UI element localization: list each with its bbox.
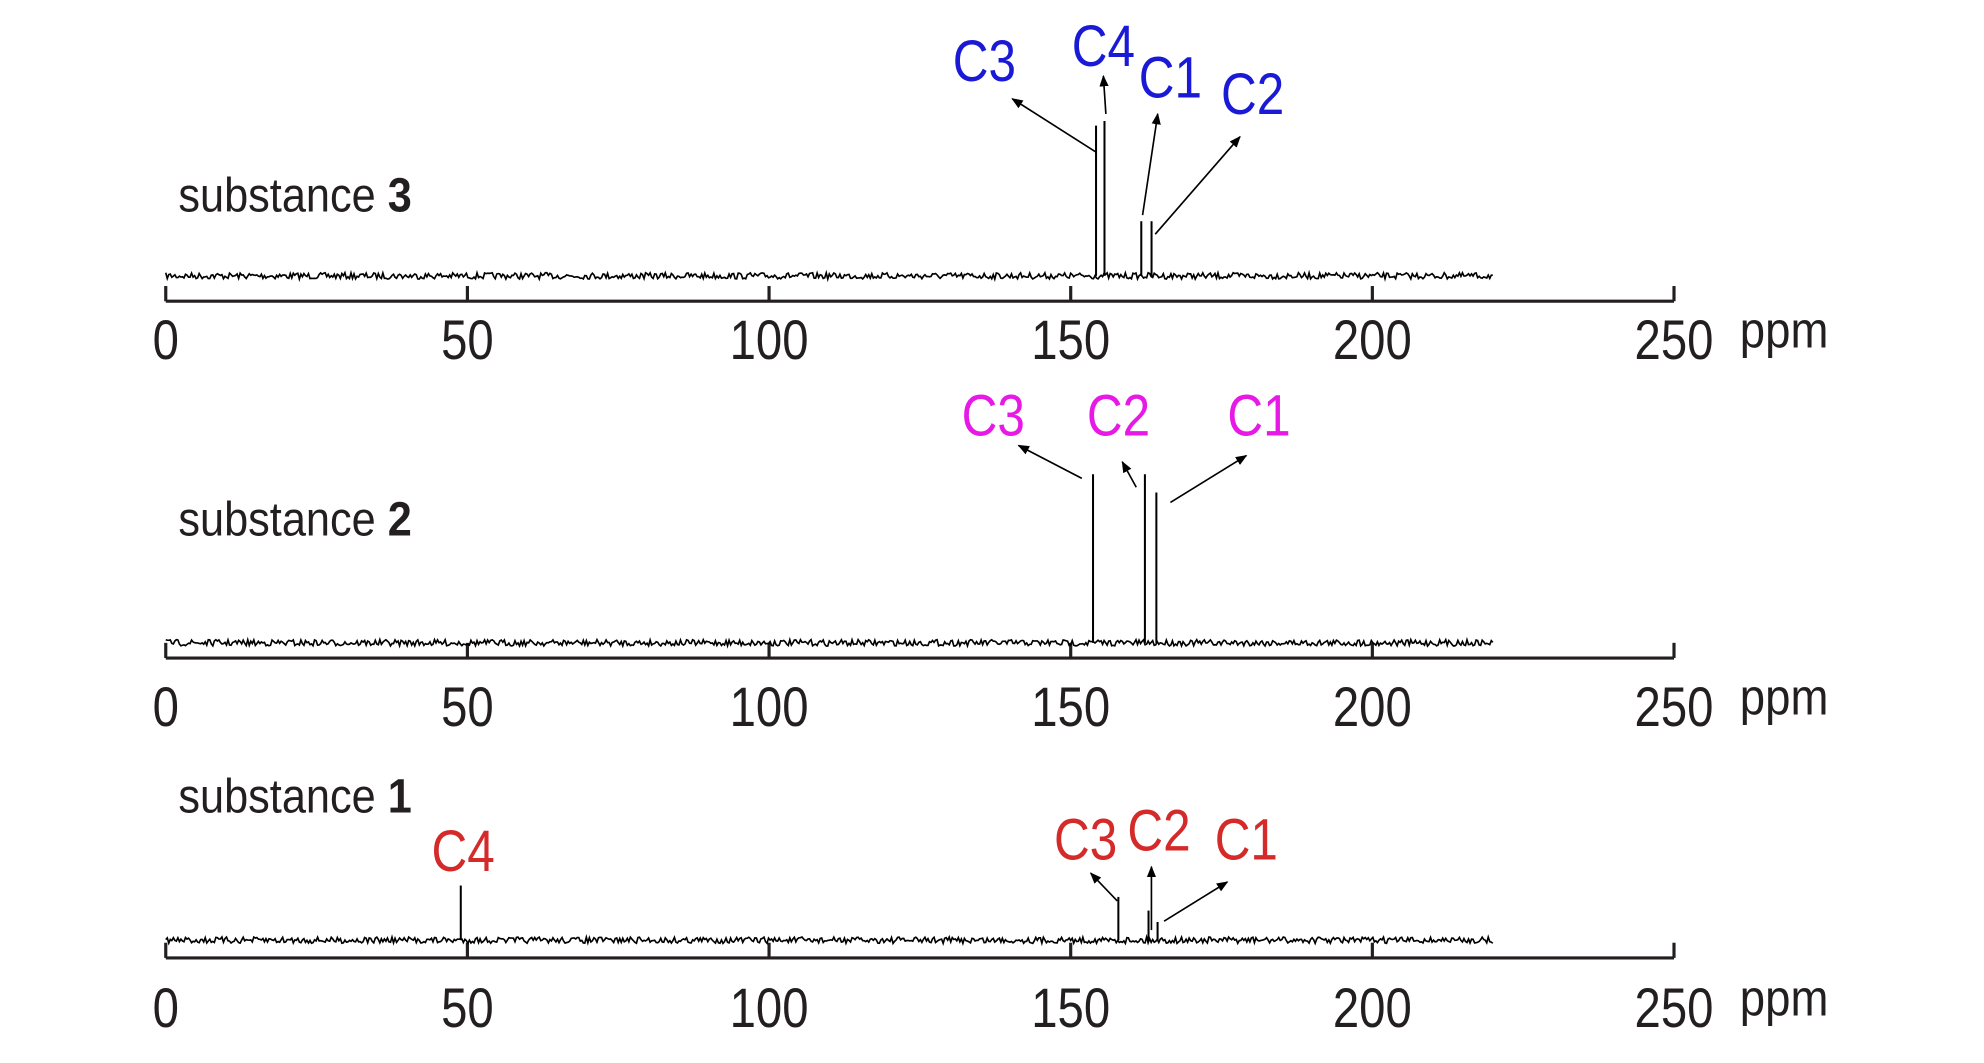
title-number: 2 — [388, 492, 412, 546]
annotation-arrow — [1011, 98, 1097, 153]
annotation-arrow — [1099, 74, 1109, 115]
x-axis-label: ppm — [1740, 302, 1829, 359]
peak-label: C3 — [953, 30, 1016, 95]
title-number: 3 — [388, 168, 412, 222]
annotation-arrow — [1017, 444, 1083, 480]
peak-label: C1 — [1139, 46, 1202, 111]
x-axis-label: ppm — [1740, 970, 1829, 1027]
peak-label: C4 — [1072, 14, 1135, 79]
baseline-noise — [165, 636, 1494, 649]
peak-label: C2 — [1087, 384, 1150, 449]
baseline-noise — [164, 269, 1493, 283]
peak-label: C2 — [1127, 799, 1190, 864]
peak-label: C4 — [431, 819, 494, 884]
title-text: substance — [178, 492, 375, 546]
x-tick-label: 150 — [1031, 308, 1110, 370]
panel-title: substance 2 — [178, 492, 411, 546]
x-axis-label: ppm — [1740, 669, 1829, 726]
x-tick-label: 100 — [730, 308, 809, 370]
panel-title: substance 3 — [178, 168, 411, 222]
x-tick-label: 0 — [153, 675, 179, 737]
x-tick-label: 150 — [1031, 976, 1110, 1038]
peak-label: C1 — [1227, 384, 1290, 449]
x-tick-label: 0 — [153, 976, 179, 1038]
peak-label: C3 — [1054, 808, 1117, 873]
annotation-arrow — [1089, 872, 1118, 902]
x-tick-label: 250 — [1635, 308, 1714, 370]
annotation-arrow — [1141, 112, 1161, 216]
x-tick-label: 200 — [1333, 308, 1412, 370]
x-tick-label: 50 — [441, 675, 494, 737]
x-tick-label: 150 — [1031, 675, 1110, 737]
x-tick-label: 100 — [730, 976, 809, 1038]
x-tick-label: 250 — [1635, 675, 1714, 737]
peak-label: C2 — [1221, 62, 1284, 127]
title-text: substance — [178, 168, 375, 222]
annotation-arrow — [1121, 460, 1137, 488]
x-tick-label: 0 — [153, 308, 179, 370]
x-tick-label: 250 — [1635, 976, 1714, 1038]
annotation-arrow — [1169, 454, 1248, 504]
peak-label: C1 — [1215, 808, 1278, 873]
x-tick-label: 100 — [730, 675, 809, 737]
baseline-noise — [165, 933, 1494, 947]
x-tick-label: 200 — [1333, 675, 1412, 737]
annotation-arrow — [1163, 881, 1229, 922]
annotation-arrow — [1154, 135, 1241, 235]
title-number: 1 — [388, 769, 412, 823]
x-tick-label: 50 — [441, 308, 494, 370]
peak-label: C3 — [962, 384, 1025, 449]
panel-title: substance 1 — [178, 769, 411, 823]
x-tick-label: 200 — [1333, 976, 1412, 1038]
x-tick-label: 50 — [441, 976, 494, 1038]
title-text: substance — [178, 769, 375, 823]
